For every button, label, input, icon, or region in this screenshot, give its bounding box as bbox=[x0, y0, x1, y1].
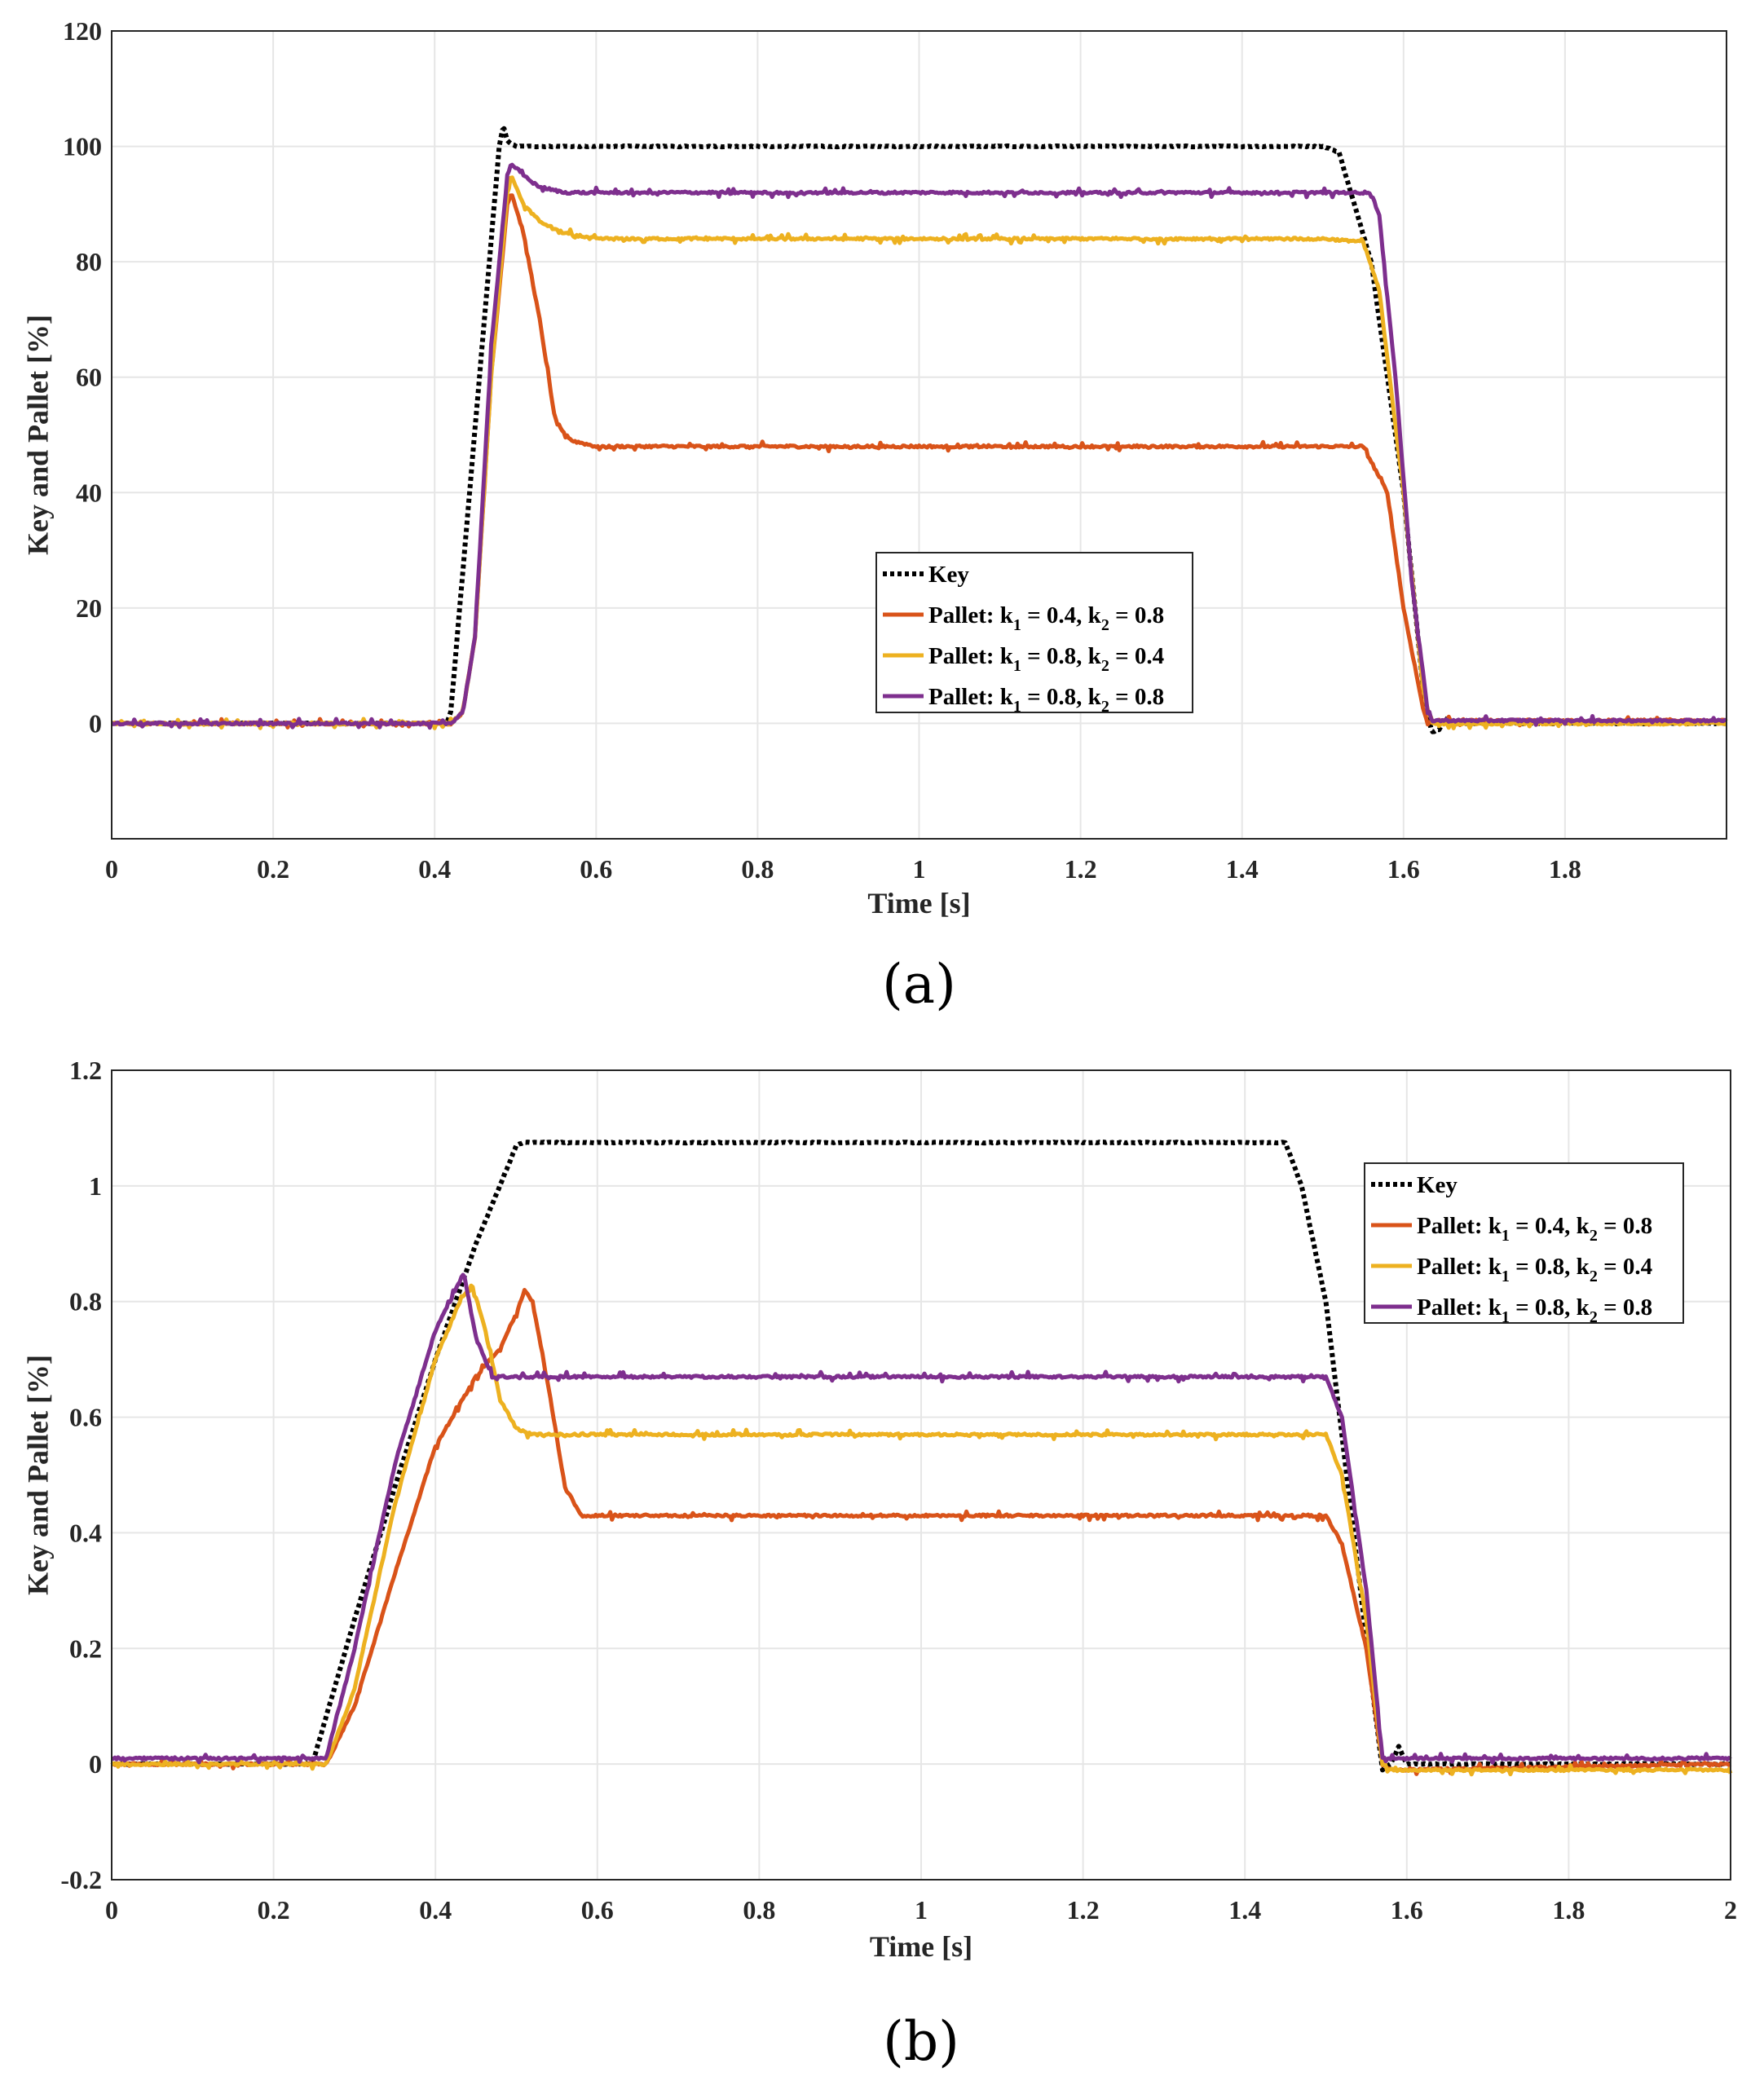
legend-box bbox=[1364, 1162, 1684, 1324]
series-group-b bbox=[110, 1140, 1733, 1777]
plot-frame-a bbox=[111, 30, 1727, 840]
caption-b: (b) bbox=[883, 2010, 959, 2073]
y-tick-label: 1.2 bbox=[69, 1056, 102, 1085]
x-tick-label: 1.6 bbox=[1391, 1895, 1423, 1925]
x-tick-label: 1 bbox=[913, 854, 926, 884]
x-tick-label: 1.4 bbox=[1226, 854, 1259, 884]
x-tick-label: 0.2 bbox=[257, 854, 289, 884]
x-tick-label: 1.6 bbox=[1387, 854, 1420, 884]
series-group-a bbox=[110, 126, 1728, 734]
y-tick-label: 20 bbox=[76, 593, 102, 623]
tick-labels-b: 0 0.2 0.4 0.6 0.8 1 1.2 1.4 1.6 1.8 2-0.200.20.40.… bbox=[60, 1056, 1737, 1925]
legend-box bbox=[875, 552, 1193, 713]
y-tick-label: -0.2 bbox=[60, 1865, 102, 1894]
y-tick-label: 60 bbox=[76, 363, 102, 392]
y-tick-label: 40 bbox=[76, 478, 102, 507]
y-tick-label: 0.6 bbox=[69, 1403, 102, 1432]
plot-frame-b bbox=[111, 1069, 1731, 1881]
caption-a: (a) bbox=[882, 953, 956, 1016]
series-line-pallet-3 bbox=[111, 1272, 1732, 1765]
chart-panel-a: 0 0.2 0.4 0.6 0.8 1 1.2 1.4 1.6 1.8 0 20 40 60 80 100 12… bbox=[21, 16, 1728, 1016]
x-tick-label: 1.4 bbox=[1228, 1895, 1261, 1925]
x-tick-label: 1.8 bbox=[1552, 1895, 1585, 1925]
series-line-pallet-3 bbox=[110, 162, 1727, 730]
x-tick-label: 1.2 bbox=[1065, 854, 1097, 884]
y-axis-label-b: Key and Pallet [%] bbox=[21, 1355, 54, 1595]
x-tick-label: 0 bbox=[105, 854, 118, 884]
y-tick-label: 0 bbox=[89, 1749, 102, 1779]
x-tick-label: 0.6 bbox=[581, 1895, 614, 1925]
y-tick-label: 0.2 bbox=[69, 1634, 102, 1663]
y-tick-label: 120 bbox=[63, 16, 102, 46]
legend-entry-key: Key bbox=[1417, 1172, 1458, 1198]
x-tick-label: 0.4 bbox=[418, 854, 451, 884]
x-tick-label: 0.6 bbox=[580, 854, 612, 884]
y-tick-label: 0 bbox=[89, 708, 102, 738]
x-tick-label: 1.8 bbox=[1549, 854, 1581, 884]
x-tick-label: 1.2 bbox=[1067, 1895, 1100, 1925]
x-tick-label: 0.8 bbox=[741, 854, 774, 884]
x-tick-label: 1 bbox=[915, 1895, 928, 1925]
series-line-key bbox=[111, 1140, 1731, 1773]
series-line-pallet-2 bbox=[110, 1283, 1733, 1777]
chart-panel-b: 0 0.2 0.4 0.6 0.8 1 1.2 1.4 1.6 1.8 2-0.200.20.40.… bbox=[21, 1056, 1737, 2073]
y-tick-label: 0.4 bbox=[69, 1518, 102, 1547]
x-tick-label: 2 bbox=[1724, 1895, 1737, 1925]
y-tick-label: 100 bbox=[63, 132, 102, 161]
y-tick-label: 1 bbox=[89, 1171, 102, 1201]
x-tick-label: 0 bbox=[105, 1895, 118, 1925]
x-axis-label-b: Time [s] bbox=[870, 1930, 972, 1963]
y-tick-label: 0.8 bbox=[69, 1287, 102, 1316]
y-tick-label: 80 bbox=[76, 247, 102, 276]
y-axis-label-a: Key and Pallet [%] bbox=[21, 315, 54, 555]
x-axis-label-a: Time [s] bbox=[867, 887, 970, 919]
x-tick-label: 0.4 bbox=[419, 1895, 452, 1925]
tick-labels-a: 0 0.2 0.4 0.6 0.8 1 1.2 1.4 1.6 1.8 0 20 40 60 80 100 12… bbox=[63, 16, 1581, 884]
x-tick-label: 0.8 bbox=[743, 1895, 775, 1925]
legend-entry-key: Key bbox=[928, 562, 969, 588]
x-tick-label: 0.2 bbox=[258, 1895, 290, 1925]
